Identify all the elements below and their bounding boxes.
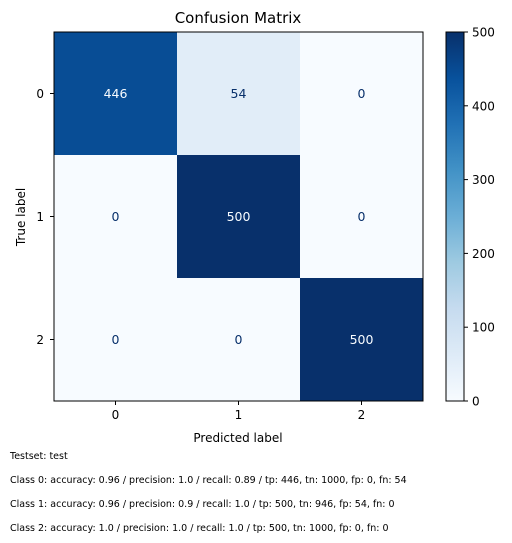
colorbar-tick-label: 200: [472, 247, 495, 261]
y-tick-label: 0: [36, 87, 44, 101]
y-axis-label: True label: [14, 188, 28, 247]
colorbar-tick-label: 0: [472, 395, 480, 409]
class2-stats: Class 2: accuracy: 1.0 / precision: 1.0 …: [10, 523, 389, 534]
x-ticks: 0 1 2: [112, 401, 366, 422]
colorbar-tick-label: 100: [472, 321, 495, 335]
colorbar-ticks: 0 100 200 300 400 500: [464, 26, 495, 409]
cell-value: 446: [104, 86, 128, 101]
matrix-cells: [54, 32, 424, 402]
matrix-frame: [53, 31, 424, 402]
matrix-cell: [300, 32, 424, 156]
confusion-matrix-chart: Confusion Matrix Predicted label True la…: [14, 9, 495, 445]
matrix-cell: [177, 32, 301, 156]
testset-note: Testset: test: [10, 451, 68, 462]
y-ticks: 0 1 2: [36, 87, 54, 347]
y-tick-label: 1: [36, 210, 44, 224]
class1-stats: Class 1: accuracy: 0.96 / precision: 0.9…: [10, 499, 395, 510]
matrix-cell: [54, 32, 178, 156]
colorbar: [445, 31, 465, 402]
cell-value: 0: [358, 86, 366, 101]
x-tick-label: 2: [358, 408, 366, 422]
matrix-cell: [54, 278, 178, 402]
cell-value: 500: [227, 209, 251, 224]
cell-value: 0: [358, 209, 366, 224]
matrix-cell: [54, 155, 178, 279]
matrix-cell: [300, 155, 424, 279]
colorbar-tick-label: 500: [472, 26, 495, 40]
cell-value: 0: [112, 332, 120, 347]
y-tick-label: 2: [36, 333, 44, 347]
x-tick-label: 1: [235, 408, 243, 422]
cell-value: 54: [231, 86, 247, 101]
cell-labels: 446 54 0 0 500 0 0 0 500: [104, 86, 374, 347]
chart-title: Confusion Matrix: [175, 9, 302, 27]
class0-stats: Class 0: accuracy: 0.96 / precision: 1.0…: [10, 475, 407, 486]
matrix-cell: [177, 155, 301, 279]
colorbar-tick-label: 300: [472, 173, 495, 187]
matrix-cell: [300, 278, 424, 402]
cell-value: 0: [112, 209, 120, 224]
x-axis-label: Predicted label: [193, 431, 282, 445]
cell-value: 0: [235, 332, 243, 347]
matrix-cell: [177, 278, 301, 402]
x-tick-label: 0: [112, 408, 120, 422]
cell-value: 500: [350, 332, 374, 347]
colorbar-tick-label: 400: [472, 99, 495, 113]
